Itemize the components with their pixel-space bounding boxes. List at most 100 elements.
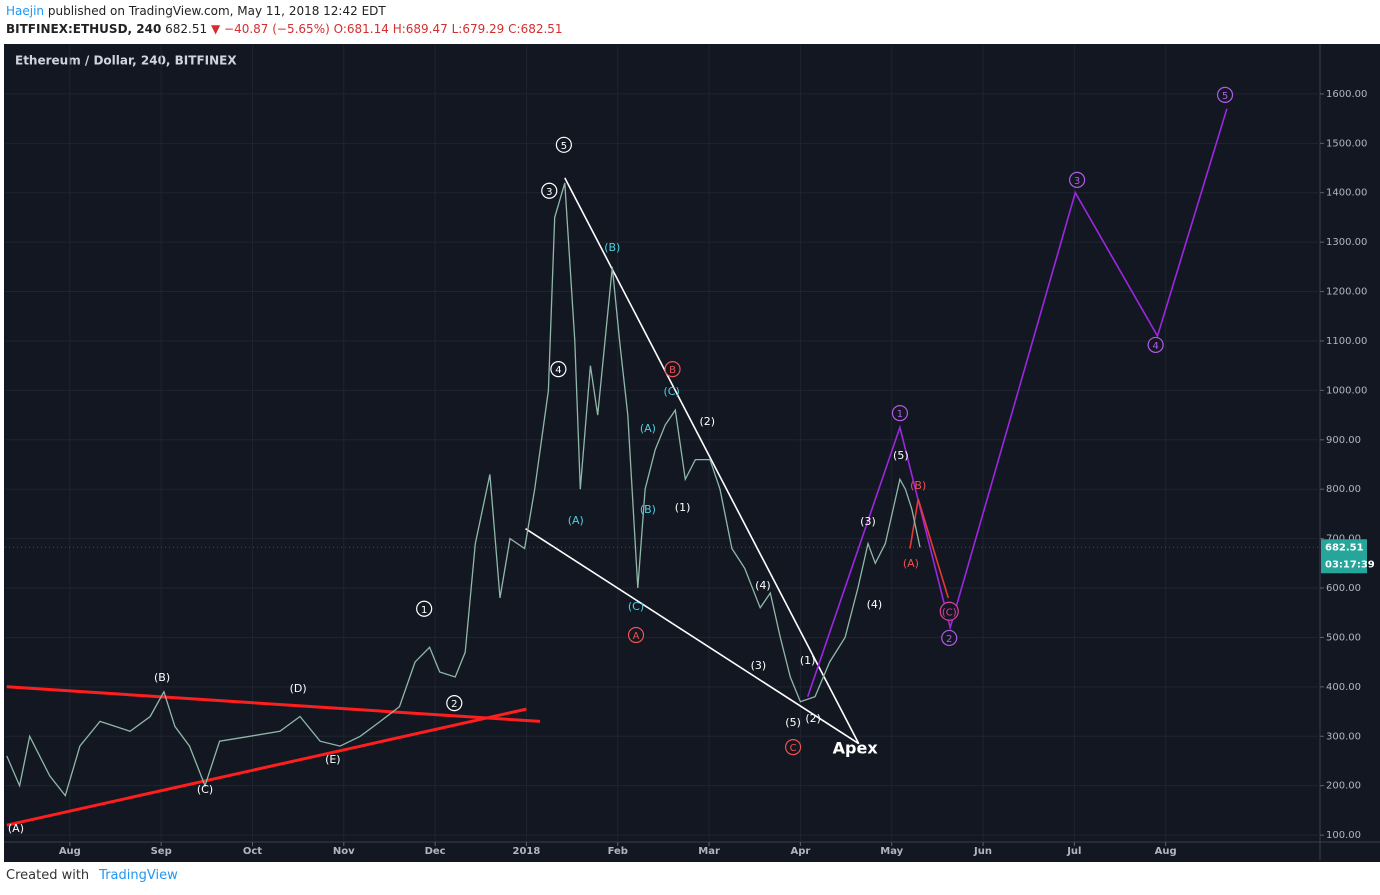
wave-label: (A) bbox=[568, 514, 584, 527]
x-tick-label: May bbox=[880, 846, 903, 857]
wave-label: (5) bbox=[785, 716, 801, 729]
y-tick-label: 1500.00 bbox=[1326, 138, 1367, 149]
wave-label: A bbox=[633, 631, 640, 642]
x-tick-label: Nov bbox=[333, 846, 355, 857]
wave-circle bbox=[446, 695, 463, 712]
wave-label: (D) bbox=[290, 682, 307, 695]
wave-label: 2 bbox=[451, 699, 457, 710]
trend-line bbox=[6, 707, 527, 827]
created-with: Created with bbox=[6, 868, 90, 883]
publish-line: Haejin published on TradingView.com, May… bbox=[6, 2, 563, 20]
x-tick-label: Mar bbox=[698, 846, 720, 857]
wave-circle bbox=[941, 629, 958, 647]
wave-label: (B) bbox=[154, 671, 170, 684]
wave-circle bbox=[1147, 336, 1164, 354]
x-tick-label: Apr bbox=[790, 846, 810, 857]
wave-label: 4 bbox=[1152, 341, 1158, 352]
low: L:679.29 bbox=[451, 22, 505, 36]
change: ▼ −40.87 (−5.65%) bbox=[210, 22, 330, 36]
y-tick-label: 1000.00 bbox=[1326, 385, 1367, 396]
x-tick-label: Dec bbox=[425, 846, 446, 857]
wave-label: (A) bbox=[640, 422, 656, 435]
wave-label: (5) bbox=[893, 449, 909, 462]
y-tick-label: 1200.00 bbox=[1326, 287, 1367, 298]
open: O:681.14 bbox=[333, 22, 389, 36]
legend: Ethereum / Dollar, 240, BITFINEX bbox=[15, 54, 237, 68]
wave-label: (C) bbox=[628, 600, 644, 613]
quote-line: BITFINEX:ETHUSD, 240 682.51 ▼ −40.87 (−5… bbox=[6, 20, 563, 38]
wave-circle bbox=[891, 405, 909, 422]
x-tick-label: Jul bbox=[1066, 846, 1081, 857]
price-line bbox=[6, 182, 921, 797]
countdown: 03:17:39 bbox=[1325, 559, 1375, 570]
wave-circle bbox=[1068, 171, 1086, 188]
y-tick-label: 200.00 bbox=[1326, 781, 1361, 792]
wave-circle bbox=[939, 601, 959, 621]
y-tick-label: 600.00 bbox=[1326, 583, 1361, 594]
y-tick-label: 1400.00 bbox=[1326, 188, 1367, 199]
wave-label: (B) bbox=[910, 479, 926, 492]
apex-label: Apex bbox=[833, 739, 879, 758]
wave-label: 1 bbox=[897, 409, 903, 420]
wave-label: (2) bbox=[699, 415, 715, 428]
wave-label: (2) bbox=[805, 712, 821, 725]
wave-label: (B) bbox=[640, 503, 656, 516]
x-tick-label: Aug bbox=[1155, 846, 1177, 857]
wave-label: 1 bbox=[421, 605, 427, 616]
y-tick-label: 300.00 bbox=[1326, 731, 1361, 742]
wave-label: (C) bbox=[663, 385, 679, 398]
wave-label: (4) bbox=[867, 598, 883, 611]
wave-circle bbox=[627, 626, 645, 644]
trend-line bbox=[564, 177, 860, 745]
wave-label: C bbox=[790, 743, 797, 754]
high: H:689.47 bbox=[392, 22, 448, 36]
x-tick-label: Sep bbox=[151, 846, 172, 857]
plot-area: 5 3 4 1 2 (A) (B) (C) (D) (E) (1) (2) (3) (4) (5) (1) (2… bbox=[5, 45, 1320, 842]
wave-label: (C) bbox=[197, 783, 213, 796]
price: 682.51 bbox=[165, 22, 208, 36]
wave-label: (A) bbox=[903, 557, 919, 570]
y-tick-label: 1300.00 bbox=[1326, 237, 1367, 248]
y-tick-label: 100.00 bbox=[1326, 830, 1361, 841]
y-tick-label: 500.00 bbox=[1326, 632, 1361, 643]
wave-circle bbox=[555, 136, 572, 153]
symbol: BITFINEX:ETHUSD, 240 bbox=[6, 22, 162, 36]
y-tick-label: 400.00 bbox=[1326, 682, 1361, 693]
y-tick-label: 900.00 bbox=[1326, 435, 1361, 446]
y-tick-label: 1100.00 bbox=[1326, 336, 1367, 347]
published: published on TradingView.com, May 11, 20… bbox=[47, 4, 386, 18]
wave-label: (1) bbox=[675, 501, 691, 514]
wave-circle bbox=[1216, 86, 1234, 104]
chart-background bbox=[4, 44, 1380, 862]
trend-line bbox=[6, 685, 541, 723]
price-tag bbox=[1321, 539, 1367, 574]
trend-line bbox=[909, 498, 950, 599]
wave-label: (4) bbox=[755, 579, 771, 592]
wave-label: (3) bbox=[751, 659, 767, 672]
x-tick-label: Aug bbox=[59, 846, 81, 857]
wave-label: 5 bbox=[561, 141, 567, 152]
author[interactable]: Haejin bbox=[6, 4, 45, 18]
wave-label: 4 bbox=[555, 365, 561, 376]
wave-circle bbox=[541, 182, 558, 199]
wave-circle bbox=[784, 739, 802, 756]
wave-label: 3 bbox=[1074, 176, 1080, 187]
y-tick-label: 700.00 bbox=[1326, 534, 1361, 545]
wave-circle bbox=[550, 361, 567, 378]
wave-circle bbox=[664, 361, 681, 378]
close: C:682.51 bbox=[508, 22, 563, 36]
wave-label: B bbox=[669, 365, 676, 376]
wave-label: 3 bbox=[546, 187, 552, 198]
x-tick-label: Oct bbox=[243, 846, 262, 857]
brand[interactable]: TradingView bbox=[99, 868, 178, 883]
trend-line bbox=[806, 108, 1228, 697]
price-tag-label: 682.51 bbox=[1325, 542, 1364, 553]
trend-line bbox=[525, 528, 860, 745]
footer: Created with TradingView bbox=[6, 868, 178, 883]
x-tick-label: Feb bbox=[608, 846, 628, 857]
y-tick-label: 800.00 bbox=[1326, 484, 1361, 495]
wave-label: (E) bbox=[325, 753, 341, 766]
y-tick-label: 1600.00 bbox=[1326, 89, 1367, 100]
wave-label: 5 bbox=[1222, 91, 1228, 102]
